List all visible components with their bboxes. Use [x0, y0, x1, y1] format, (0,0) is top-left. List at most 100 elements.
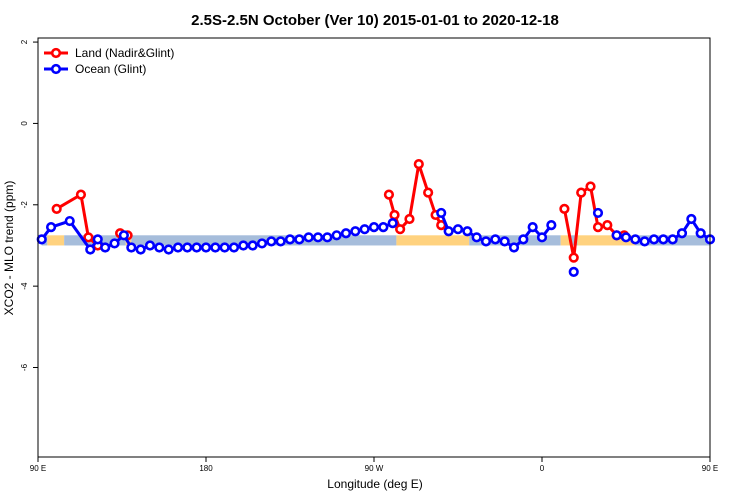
ocean-data-point — [536, 232, 548, 243]
ocean-data-point — [219, 242, 230, 253]
ocean-data-point — [303, 232, 314, 243]
surface-land-segment — [396, 235, 470, 246]
ocean-data-point — [527, 222, 538, 233]
y-tick-label: 2 — [20, 39, 29, 44]
ocean-data-point — [630, 234, 641, 245]
ocean-data-point — [126, 242, 137, 253]
ocean-data-point — [191, 242, 202, 253]
ocean-data-point — [546, 220, 557, 231]
ocean-data-point — [695, 228, 706, 239]
legend-land-marker — [50, 47, 62, 59]
x-tick-label: 90 W — [365, 464, 384, 473]
ocean-data-point — [499, 236, 510, 247]
legend: Land (Nadir&Glint) Ocean (Glint) — [44, 46, 174, 76]
land-data-point — [423, 187, 434, 198]
x-tick-label: 90 E — [702, 464, 718, 473]
surface-ocean-segment — [570, 235, 578, 246]
land-data-point — [75, 189, 87, 200]
ocean-data-point — [284, 234, 296, 245]
surface-land-segment — [577, 235, 636, 246]
ocean-data-point — [611, 230, 622, 241]
ocean-data-point — [172, 242, 184, 253]
ocean-data-point — [92, 234, 103, 245]
land-data-point — [413, 159, 424, 170]
ocean-data-point — [256, 238, 268, 249]
legend-ocean-label: Ocean (Glint) — [75, 62, 146, 76]
ocean-data-point — [658, 234, 669, 245]
land-data-point — [592, 222, 604, 233]
ocean-data-point — [452, 224, 464, 235]
chart-title: 2.5S-2.5N October (Ver 10) 2015-01-01 to… — [191, 12, 559, 29]
ocean-data-point — [64, 215, 75, 227]
ocean-data-point — [648, 234, 660, 245]
ocean-data-point — [480, 236, 492, 247]
y-axis-label: XCO2 - MLO trend (ppm) — [2, 181, 16, 316]
ocean-data-point — [331, 230, 342, 241]
ocean-data-point — [518, 234, 529, 245]
ocean-data-point — [85, 244, 96, 255]
land-data-point — [576, 187, 587, 198]
ocean-data-point — [200, 242, 212, 253]
ocean-data-point — [45, 222, 57, 233]
ocean-data-point — [322, 232, 333, 243]
land-series-line — [562, 183, 625, 258]
ocean-data-point — [490, 234, 501, 245]
ocean-data-point — [266, 236, 277, 247]
legend-ocean-marker — [50, 63, 62, 75]
ocean-data-point — [387, 217, 398, 229]
ocean-data-point — [378, 222, 389, 233]
land-data-point — [389, 209, 400, 221]
ocean-data-point — [109, 238, 120, 249]
x-tick-label: 90 E — [30, 464, 46, 473]
y-tick-label: -2 — [20, 201, 29, 209]
land-data-point — [83, 232, 94, 243]
ocean-data-point — [247, 240, 258, 251]
x-tick-label: 0 — [540, 464, 545, 473]
ocean-data-point — [135, 244, 146, 255]
x-tick-label: 180 — [199, 464, 213, 473]
land-data-point — [395, 224, 406, 235]
ocean-data-point — [350, 226, 361, 237]
ocean-data-point — [294, 234, 305, 245]
ocean-data-point — [238, 240, 249, 251]
ocean-data-point — [359, 224, 370, 235]
ocean-data-point — [667, 234, 678, 245]
ocean-data-point — [144, 240, 156, 251]
ocean-data-point — [100, 242, 111, 253]
y-axis: 2 0 -2 -4 -6 — [20, 39, 38, 371]
ocean-data-point — [568, 266, 579, 278]
legend-land-label: Land (Nadir&Glint) — [75, 46, 174, 60]
ocean-data-point — [471, 232, 482, 243]
ocean-data-point — [436, 207, 447, 219]
land-data-point — [51, 203, 62, 214]
ocean-data-point — [163, 244, 174, 255]
surface-land-segment — [560, 235, 570, 246]
ocean-data-point — [686, 213, 697, 225]
ocean-data-point — [36, 234, 47, 245]
land-data-point — [404, 213, 415, 225]
y-tick-label: -4 — [20, 282, 29, 290]
ocean-data-point — [118, 230, 129, 241]
ocean-data-point — [182, 242, 193, 253]
ocean-data-point — [340, 228, 352, 239]
ocean-data-point — [312, 232, 324, 243]
surface-band — [41, 235, 710, 246]
ocean-data-point — [676, 228, 688, 239]
ocean-data-point — [154, 242, 165, 253]
land-data-point — [559, 203, 570, 214]
y-tick-label: 0 — [20, 121, 29, 126]
ocean-data-point — [443, 226, 454, 237]
land-data-point — [585, 181, 596, 192]
ocean-data-point — [210, 242, 221, 253]
ocean-data-point — [508, 242, 520, 253]
land-data-point — [602, 220, 613, 231]
ocean-data-point — [620, 232, 632, 243]
ocean-data-point — [368, 222, 380, 233]
surface-ocean-segment — [469, 235, 561, 246]
ocean-data-point — [639, 236, 650, 247]
land-data-point — [383, 189, 395, 200]
x-axis-label: Longitude (deg E) — [327, 477, 422, 491]
ocean-data-point — [275, 236, 286, 247]
ocean-data-point — [228, 242, 240, 253]
